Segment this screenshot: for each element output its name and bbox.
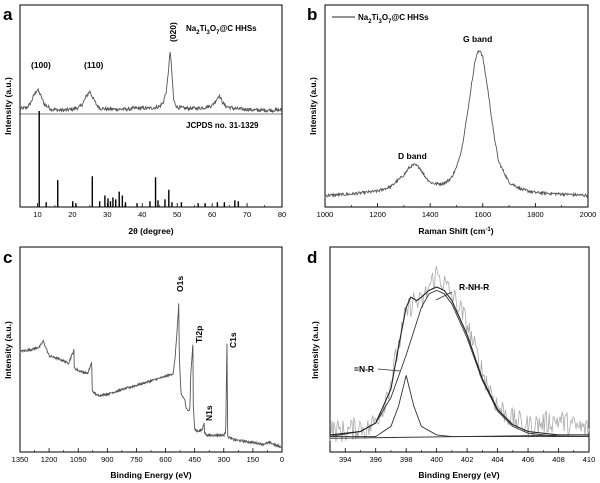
peak-label-100: (100) [31, 60, 51, 70]
x-tick-label: 50 [173, 210, 181, 219]
x-axis-label-a: 2θ (degree) [128, 226, 173, 236]
x-tick-label: 1350 [12, 455, 29, 464]
plot-frame-c [19, 246, 283, 453]
raman-curve [324, 49, 589, 199]
panel-letter-b: b [307, 5, 317, 24]
x-tick-label: 1200 [41, 455, 58, 464]
panel-a: a Intensity (a.u.) 2θ (degree) 10 20 30 40 5… [3, 4, 286, 236]
legend-jcpds: JCPDS no. 31-1329 [186, 121, 259, 130]
panel-letter-c: c [3, 248, 12, 267]
x-tick-label: 30 [103, 210, 111, 219]
x-tick-label: 70 [243, 210, 251, 219]
nr-pointer [377, 368, 401, 372]
x-tick-label: 404 [491, 455, 504, 464]
panel-letter-d: d [307, 248, 317, 267]
ti2p-label: Ti2p [194, 326, 204, 343]
plot-frame-d [329, 246, 590, 453]
rnhr-pointer [435, 291, 453, 301]
x-tick-label: 10 [33, 210, 41, 219]
x-tick-label: 396 [369, 455, 382, 464]
x-tick-label: 150 [247, 455, 260, 464]
x-tick-label: 1400 [422, 210, 439, 219]
xps-survey-curve [19, 303, 283, 449]
legend-xrd: Na2Ti3O7@C HHSs [186, 24, 257, 36]
x-tick-label: 80 [278, 210, 286, 219]
panel-c: c Intensity (a.u.) Binding Energy (eV) 1… [3, 246, 284, 480]
plot-frame-b [324, 4, 589, 208]
jcpds-sticks [38, 111, 240, 207]
y-axis-label-a: Intensity (a.u.) [3, 77, 13, 135]
x-tick-label: 402 [461, 455, 474, 464]
x-tick-label: 300 [218, 455, 231, 464]
panel-letter-a: a [3, 5, 13, 24]
x-tick-label: 408 [552, 455, 565, 464]
y-axis-label-c: Intensity (a.u.) [3, 321, 13, 379]
y-axis-label-d: Intensity (a.u.) [310, 321, 320, 379]
panel-b: b Intensity (a.u.) Raman Shift (cm-1) 10… [307, 4, 597, 236]
plot-frame-a [19, 4, 283, 208]
x-tick-label: 1800 [527, 210, 544, 219]
x-tick-label: 1200 [369, 210, 386, 219]
rnhr-label: R-NH-R [459, 282, 489, 292]
x-tick-label: 20 [68, 210, 76, 219]
x-tick-label: 450 [188, 455, 201, 464]
rnhr-fit-curve [329, 289, 589, 438]
x-tick-label: 394 [339, 455, 352, 464]
c1s-label: C1s [228, 332, 238, 348]
x-ticks-a: 10 20 30 40 50 60 70 80 [33, 203, 286, 219]
x-ticks-c: 1350 1200 1050 900 750 600 450 300 150 0 [12, 448, 284, 464]
x-tick-label: 600 [159, 455, 172, 464]
x-tick-label: 406 [522, 455, 535, 464]
x-ticks-d: 394 396 398 400 402 404 406 408 410 [339, 448, 595, 464]
n1s-raw-curve [329, 266, 590, 443]
x-tick-label: 0 [280, 455, 284, 464]
x-tick-label: 2000 [580, 210, 597, 219]
x-tick-label: 40 [138, 210, 146, 219]
x-tick-label: 400 [430, 455, 443, 464]
n1s-label: N1s [204, 405, 214, 421]
x-tick-label: 398 [400, 455, 413, 464]
g-band-label: G band [463, 34, 492, 44]
x-tick-label: 1000 [317, 210, 334, 219]
x-tick-label: 410 [583, 455, 596, 464]
peak-label-020: (020) [168, 22, 178, 42]
nr-fit-curve [330, 375, 589, 438]
x-ticks-b: 1000 1200 1400 1600 1800 2000 [317, 203, 597, 219]
envelope-fit-curve [329, 286, 589, 436]
x-tick-label: 60 [208, 210, 216, 219]
x-axis-label-d: Binding Energy (eV) [418, 470, 499, 480]
x-tick-label: 1600 [474, 210, 491, 219]
o1s-label: O1s [175, 276, 185, 292]
panel-d: d Intensity (a.u.) Binding Energy (eV) 3… [307, 246, 595, 480]
nr-label: =N-R [354, 364, 374, 374]
x-axis-label-b: Raman Shift (cm-1) [418, 226, 493, 236]
x-tick-label: 750 [130, 455, 143, 464]
legend-raman: Na2Ti3O7@C HHSs [358, 13, 429, 25]
xrd-curve [19, 51, 283, 114]
y-axis-label-b: Intensity (a.u.) [308, 77, 318, 135]
d-band-label: D band [398, 151, 427, 161]
x-tick-label: 1050 [70, 455, 87, 464]
peak-label-110: (110) [84, 60, 104, 70]
x-axis-label-c: Binding Energy (eV) [110, 470, 191, 480]
x-tick-label: 900 [101, 455, 114, 464]
